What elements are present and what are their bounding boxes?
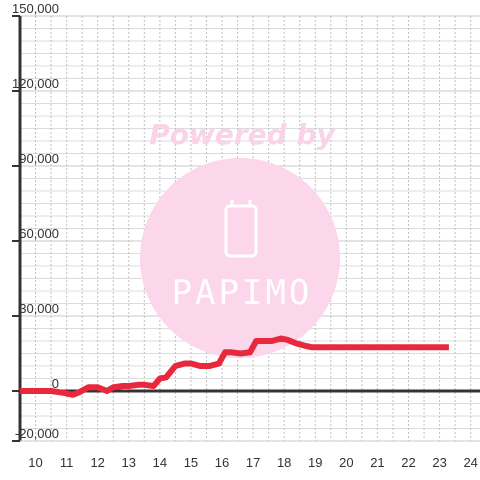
y-tick-label: 60,000	[19, 226, 59, 241]
x-tick-label: 11	[60, 455, 74, 470]
x-tick-label: 16	[215, 455, 229, 470]
phone-icon	[224, 200, 258, 258]
x-tick-label: 10	[28, 455, 42, 470]
x-tick-label: 22	[401, 455, 415, 470]
y-tick-label: 0	[52, 376, 59, 391]
y-tick-label: 90,000	[19, 151, 59, 166]
series-layer	[20, 335, 449, 398]
y-tick-label: 120,000	[12, 76, 59, 91]
x-tick-label: 15	[184, 455, 198, 470]
watermark-powered-by-text: Powered by	[149, 118, 336, 151]
watermark-brand-text: PAPIMO	[172, 273, 313, 313]
y-tick-label: 30,000	[19, 301, 59, 316]
x-tick-label: 20	[339, 455, 353, 470]
series-line	[20, 335, 449, 398]
x-tick-label: 21	[370, 455, 384, 470]
x-tick-label: 14	[153, 455, 167, 470]
axes	[12, 15, 480, 442]
x-tick-label: 18	[277, 455, 291, 470]
x-axis-tick-labels: 10 11 12 13 14 15 16 17 18 19 20 21 22 23 24	[28, 455, 478, 470]
powered-by-watermark: Powered by PAPIMO	[140, 118, 340, 358]
x-tick-label: 13	[122, 455, 136, 470]
x-tick-label: 24	[463, 455, 477, 470]
watermark-circle	[140, 158, 340, 358]
x-tick-label: 19	[308, 455, 322, 470]
y-tick-label: -20,000	[15, 426, 59, 441]
x-tick-label: 17	[246, 455, 260, 470]
y-tick-label: 150,000	[12, 1, 59, 16]
x-tick-label: 12	[90, 455, 104, 470]
x-tick-label: 23	[432, 455, 446, 470]
y-axis-tick-labels: 150,000 120,000 90,000 60,000 30,000 0 -20,000	[12, 1, 59, 441]
